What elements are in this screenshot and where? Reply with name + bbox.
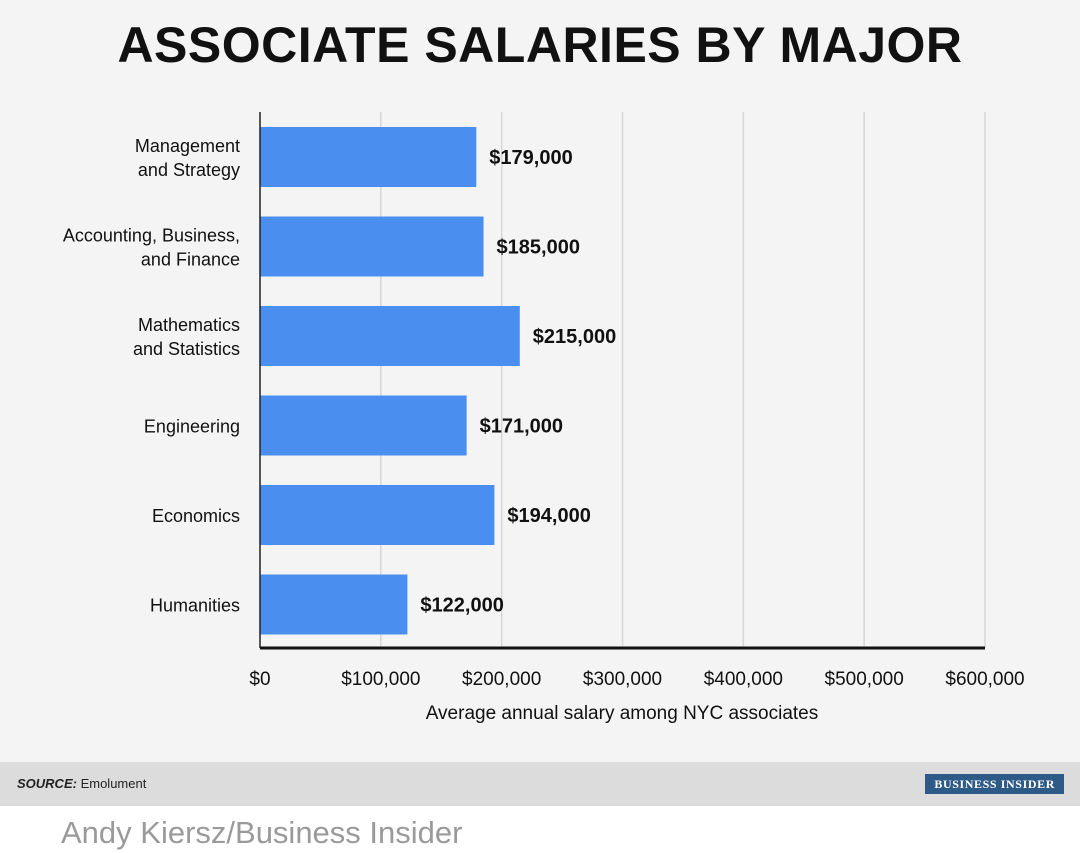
source-note: SOURCE: Emolument [17, 776, 146, 791]
x-tick-label: $300,000 [583, 669, 662, 690]
data-label: $179,000 [489, 147, 572, 169]
category-label: Mathematics [138, 315, 240, 335]
data-label: $215,000 [533, 326, 616, 348]
x-tick-label: $400,000 [704, 669, 783, 690]
x-tick-label: $200,000 [462, 669, 541, 690]
bar [260, 127, 477, 187]
category-label: and Finance [141, 250, 240, 270]
category-label: Management [135, 136, 240, 156]
x-tick-label: $500,000 [825, 669, 904, 690]
data-label: $122,000 [420, 595, 503, 617]
data-label: $185,000 [497, 237, 580, 259]
chart-title: ASSOCIATE SALARIES BY MAJOR [117, 17, 963, 73]
data-label: $194,000 [507, 505, 590, 527]
category-label: Engineering [144, 417, 240, 437]
bar [260, 216, 484, 277]
x-tick-label: $0 [249, 669, 270, 690]
category-label: and Statistics [133, 339, 240, 359]
x-tick-label: $100,000 [341, 669, 420, 690]
x-tick-label: $600,000 [945, 669, 1024, 690]
source-text: Emolument [80, 776, 147, 791]
bar [260, 306, 520, 366]
photo-credit: Andy Kiersz/Business Insider [61, 815, 463, 850]
category-label: Economics [152, 506, 240, 526]
x-axis-title: Average annual salary among NYC associat… [426, 703, 819, 724]
bar [260, 395, 467, 456]
category-label: and Strategy [138, 160, 240, 180]
bar-chart: $179,000 Management and Strategy $185,000 Ac… [63, 112, 1025, 724]
category-label: Humanities [150, 596, 240, 616]
category-label: Accounting, Business, [63, 226, 240, 246]
footer-bar: SOURCE: Emolument BUSINESS INSIDER [0, 762, 1080, 806]
chart-panel [0, 0, 1080, 762]
business-insider-logo: BUSINESS INSIDER [925, 774, 1064, 794]
bar [260, 574, 408, 635]
bar [260, 485, 495, 545]
data-label: $171,000 [480, 416, 563, 438]
source-label: SOURCE: [17, 776, 77, 791]
